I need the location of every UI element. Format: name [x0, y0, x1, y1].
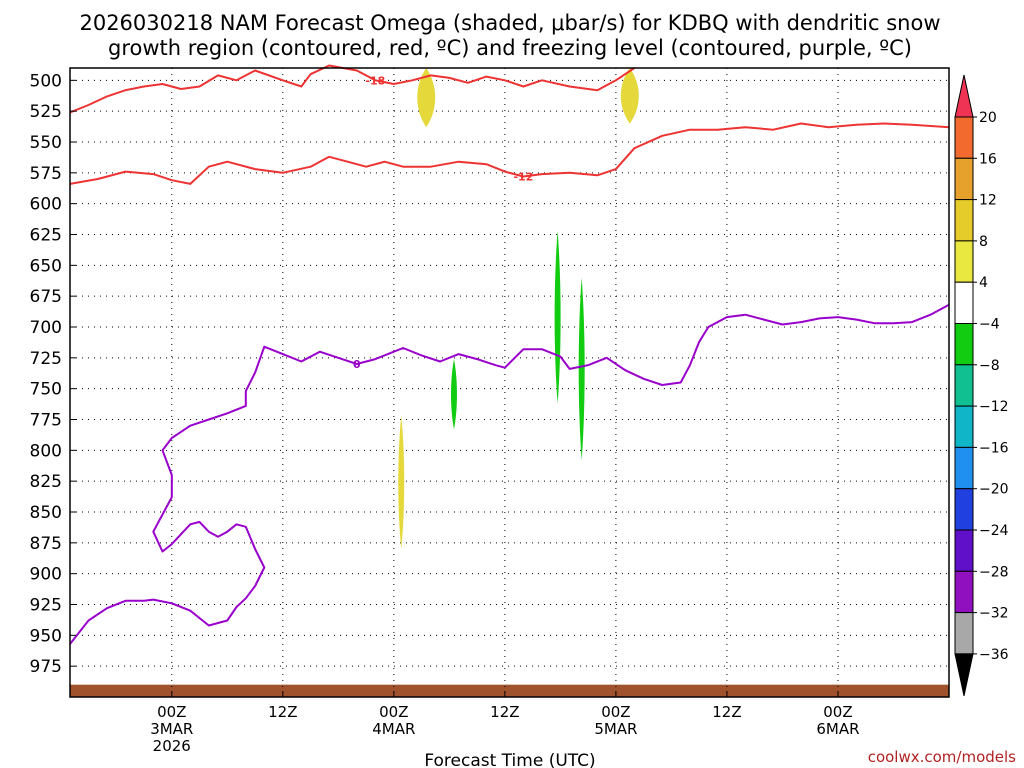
contour-label-0: -18 — [365, 74, 385, 87]
x-tick-label: 00Z — [379, 703, 408, 721]
x-tick-year: 2026 — [153, 737, 191, 755]
contour-line-0 — [69, 64, 635, 114]
contour-label-2: 0 — [353, 358, 361, 371]
colorbar-arrow-top — [954, 74, 974, 118]
colorbar-label: −32 — [979, 606, 1009, 622]
x-tick-label: 00Z — [157, 703, 186, 721]
x-tick-date: 4MAR — [372, 720, 415, 738]
colorbar-swatch — [954, 281, 974, 325]
colorbar-label: −4 — [979, 317, 1000, 333]
x-tick-label: 12Z — [712, 703, 741, 721]
colorbar-swatch — [954, 570, 974, 614]
contour-line-1 — [69, 122, 950, 185]
plot-frame — [69, 67, 950, 698]
omega-shading-region — [398, 415, 405, 549]
contour-line-2 — [69, 303, 950, 645]
colorbar-label: −36 — [979, 647, 1009, 663]
y-tick-label: 650 — [30, 256, 62, 276]
colorbar-label: −24 — [979, 523, 1009, 539]
omega-shading-region — [578, 277, 585, 461]
omega-shading-region — [417, 68, 436, 128]
y-tick-label: 950 — [30, 626, 62, 646]
plot-area: -18 -12 0 500 525 550 575 600 625 650 675 700 725 750… — [30, 64, 950, 755]
y-tick-label: 700 — [30, 318, 62, 338]
colorbar-label: −12 — [979, 399, 1009, 415]
y-tick-label: 750 — [30, 380, 62, 400]
y-tick-label: 850 — [30, 503, 62, 523]
colorbar: 20 16 12 8 4 −4 −8 −12 −16 −20 −24 −28 −32 −36 — [954, 74, 1009, 697]
omega-shading-region — [554, 230, 561, 404]
terrain-fill — [70, 684, 949, 697]
colorbar-swatch — [954, 529, 974, 572]
contour-label-1: -12 — [513, 171, 533, 184]
colorbar-label: −28 — [979, 564, 1009, 580]
y-tick-label: 975 — [30, 657, 62, 677]
colorbar-swatch — [954, 157, 974, 201]
x-tick-date: 3MAR — [150, 720, 193, 738]
y-tick-label: 500 — [30, 71, 62, 91]
y-tick-label: 625 — [30, 226, 62, 246]
y-tick-label: 800 — [30, 441, 62, 461]
y-tick-label: 525 — [30, 102, 62, 122]
colorbar-swatch — [954, 488, 974, 531]
colorbar-swatch — [954, 364, 974, 407]
y-tick-label: 900 — [30, 565, 62, 585]
colorbar-label: 16 — [979, 151, 997, 167]
colorbar-swatch — [954, 446, 974, 490]
y-tick-label: 925 — [30, 596, 62, 616]
y-tick-label: 775 — [30, 411, 62, 431]
colorbar-label: −8 — [979, 358, 1000, 374]
chart-title-line2: growth region (contoured, red, ºC) and f… — [108, 36, 912, 60]
colorbar-label: −20 — [979, 482, 1009, 498]
x-tick-label: 12Z — [268, 703, 297, 721]
colorbar-label: 4 — [979, 275, 988, 291]
y-tick-label: 550 — [30, 133, 62, 153]
y-tick-label: 575 — [30, 164, 62, 184]
colorbar-label: 12 — [979, 193, 997, 209]
x-axis-label: Forecast Time (UTC) — [424, 751, 595, 768]
y-tick-label: 725 — [30, 349, 62, 369]
credit-link[interactable]: coolwx.com/models — [868, 748, 1016, 766]
colorbar-label: −16 — [979, 440, 1009, 456]
colorbar-swatch — [954, 612, 974, 655]
colorbar-swatch — [954, 199, 974, 242]
colorbar-label: 8 — [979, 234, 988, 250]
colorbar-swatch — [954, 116, 974, 159]
y-tick-label: 825 — [30, 472, 62, 492]
colorbar-swatch — [954, 240, 974, 283]
y-tick-label: 675 — [30, 287, 62, 307]
chart-title-line1: 2026030218 NAM Forecast Omega (shaded, μ… — [79, 11, 940, 35]
colorbar-swatch — [954, 405, 974, 448]
y-tick-label: 600 — [30, 195, 62, 215]
x-tick-date: 5MAR — [594, 720, 637, 738]
omega-shading-region — [620, 68, 639, 124]
omega-shading-region — [450, 359, 457, 430]
x-tick-label: 12Z — [490, 703, 519, 721]
x-tick-label: 00Z — [823, 703, 852, 721]
x-tick-date: 6MAR — [816, 720, 859, 738]
y-tick-label: 875 — [30, 534, 62, 554]
x-tick-label: 00Z — [601, 703, 630, 721]
colorbar-label: 20 — [979, 110, 997, 126]
colorbar-swatch — [954, 323, 974, 366]
colorbar-arrow-bottom — [954, 653, 974, 697]
